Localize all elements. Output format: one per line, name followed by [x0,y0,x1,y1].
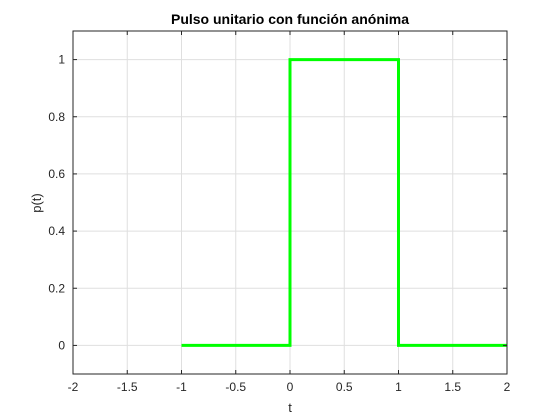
y-tick-label: 1 [58,53,65,67]
y-tick-label: 0.8 [48,110,65,124]
series-line [181,58,507,347]
x-tick-labels: -2 -1.5 -1 -0.5 0 0.5 1 1.5 2 [68,380,511,394]
x-tick-label: 0 [287,380,294,394]
x-axis-label: t [288,400,292,415]
y-tick-label: 0.2 [48,281,65,295]
y-tick-labels: 0 0.2 0.4 0.6 0.8 1 [48,53,65,353]
chart-title: Pulso unitario con función anónima [171,11,409,27]
y-tick-label: 0 [58,338,65,352]
x-tick-label: -0.5 [225,380,246,394]
x-tick-label: 0.5 [336,380,353,394]
y-tick-label: 0.4 [48,224,65,238]
x-tick-label: -1 [176,380,187,394]
x-tick-label: 2 [504,380,511,394]
x-tick-label: -2 [68,380,79,394]
series-group [181,58,507,347]
x-tick-label: 1.5 [444,380,461,394]
ticks [72,31,508,374]
x-tick-label: -1.5 [117,380,138,394]
y-axis-label: p(t) [29,193,44,213]
y-tick-label: 0.6 [48,167,65,181]
x-tick-label: 1 [395,380,402,394]
